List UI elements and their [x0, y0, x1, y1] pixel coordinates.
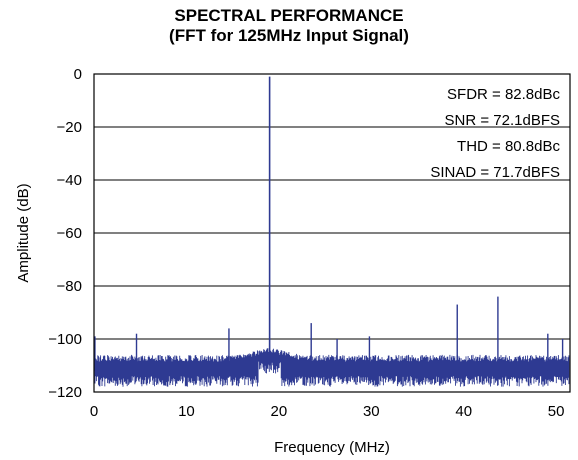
chart-title: SPECTRAL PERFORMANCE: [174, 6, 404, 25]
x-tick-label: 30: [363, 403, 380, 420]
y-tick-label: 0: [74, 66, 82, 83]
annotation-text: SINAD = 71.7dBFS: [430, 164, 560, 181]
plot-area: [94, 76, 570, 387]
annotation-text: SNR = 72.1dBFS: [445, 112, 560, 129]
annotation-text: THD = 80.8dBc: [457, 138, 560, 155]
x-tick-labels: 0 10 20 30 40 50: [90, 403, 565, 420]
y-tick-label: −120: [48, 384, 82, 401]
x-axis-label: Frequency (MHz): [274, 439, 390, 456]
x-tick-label: 50: [548, 403, 565, 420]
plot-frame: [93, 73, 571, 393]
y-tick-label: −80: [57, 278, 82, 295]
y-tick-label: −40: [57, 172, 82, 189]
y-tick-label: −60: [57, 225, 82, 242]
x-tick-label: 0: [90, 403, 98, 420]
x-tick-label: 10: [178, 403, 195, 420]
y-tick-label: −100: [48, 331, 82, 348]
y-tick-labels: 0 −20 −40 −60 −80 −100 −120: [48, 66, 82, 401]
x-tick-label: 20: [271, 403, 288, 420]
x-tick-label: 40: [455, 403, 472, 420]
gridlines: [94, 126, 570, 340]
noise-floor: [94, 348, 570, 387]
annotation-text: SFDR = 82.8dBc: [447, 86, 560, 103]
y-axis-label: Amplitude (dB): [15, 183, 32, 282]
chart-subtitle: (FFT for 125MHz Input Signal): [169, 26, 409, 45]
y-tick-label: −20: [57, 119, 82, 136]
annotations: SFDR = 82.8dBc SNR = 72.1dBFS THD = 80.8dB…: [430, 86, 560, 181]
